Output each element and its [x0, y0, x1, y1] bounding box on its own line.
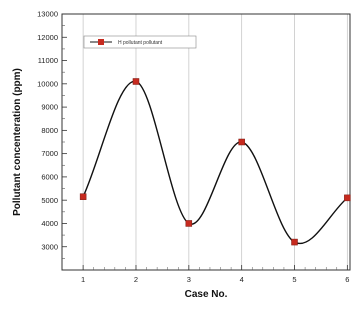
y-tick-label-5000: 5000 — [41, 196, 58, 205]
data-point-case-5 — [291, 238, 298, 246]
series-line — [82, 80, 348, 245]
x-tick-label-2: 2 — [134, 275, 138, 284]
legend-label: H pollutant pollutant — [118, 40, 163, 46]
data-point-case-6 — [344, 194, 351, 202]
x-tick-label-1: 1 — [81, 275, 85, 284]
x-tick-label-4: 4 — [240, 275, 244, 284]
y-tick-label-13000: 13000 — [37, 10, 58, 19]
data-point-case-2 — [132, 78, 140, 85]
legend-box — [83, 35, 197, 49]
y-tick-label-11000: 11000 — [38, 56, 58, 65]
y-tick-label-10000: 10000 — [37, 79, 58, 88]
x-axis-title: Case No. — [185, 289, 228, 300]
plot-frame — [61, 13, 351, 271]
legend: H pollutant pollutant — [83, 35, 197, 49]
x-tick-label-3: 3 — [187, 275, 191, 284]
y-axis-title: Pollutant concenteration (ppm) — [12, 68, 23, 216]
data-point-case-1 — [79, 193, 87, 200]
y-axis: 3000 4000 5000 6000 7000 8000 9000 10000 11000 12… — [37, 10, 67, 259]
y-tick-label-8000: 8000 — [41, 126, 58, 135]
y-tick-label-6000: 6000 — [41, 173, 58, 182]
x-axis: 1 2 3 4 5 6 — [81, 265, 349, 284]
legend-marker — [98, 39, 104, 45]
x-tick-label-6: 6 — [345, 275, 349, 284]
y-tick-label-4000: 4000 — [41, 219, 58, 228]
y-tick-label-3000: 3000 — [41, 242, 58, 251]
y-tick-label-7000: 7000 — [41, 149, 58, 158]
data-point-case-3 — [185, 220, 193, 227]
data-markers — [79, 78, 351, 246]
grid — [82, 14, 348, 270]
x-tick-label-5: 5 — [292, 275, 296, 284]
data-point-case-4 — [238, 138, 245, 146]
y-tick-label-9000: 9000 — [41, 103, 58, 112]
y-tick-label-12000: 12000 — [37, 33, 58, 42]
